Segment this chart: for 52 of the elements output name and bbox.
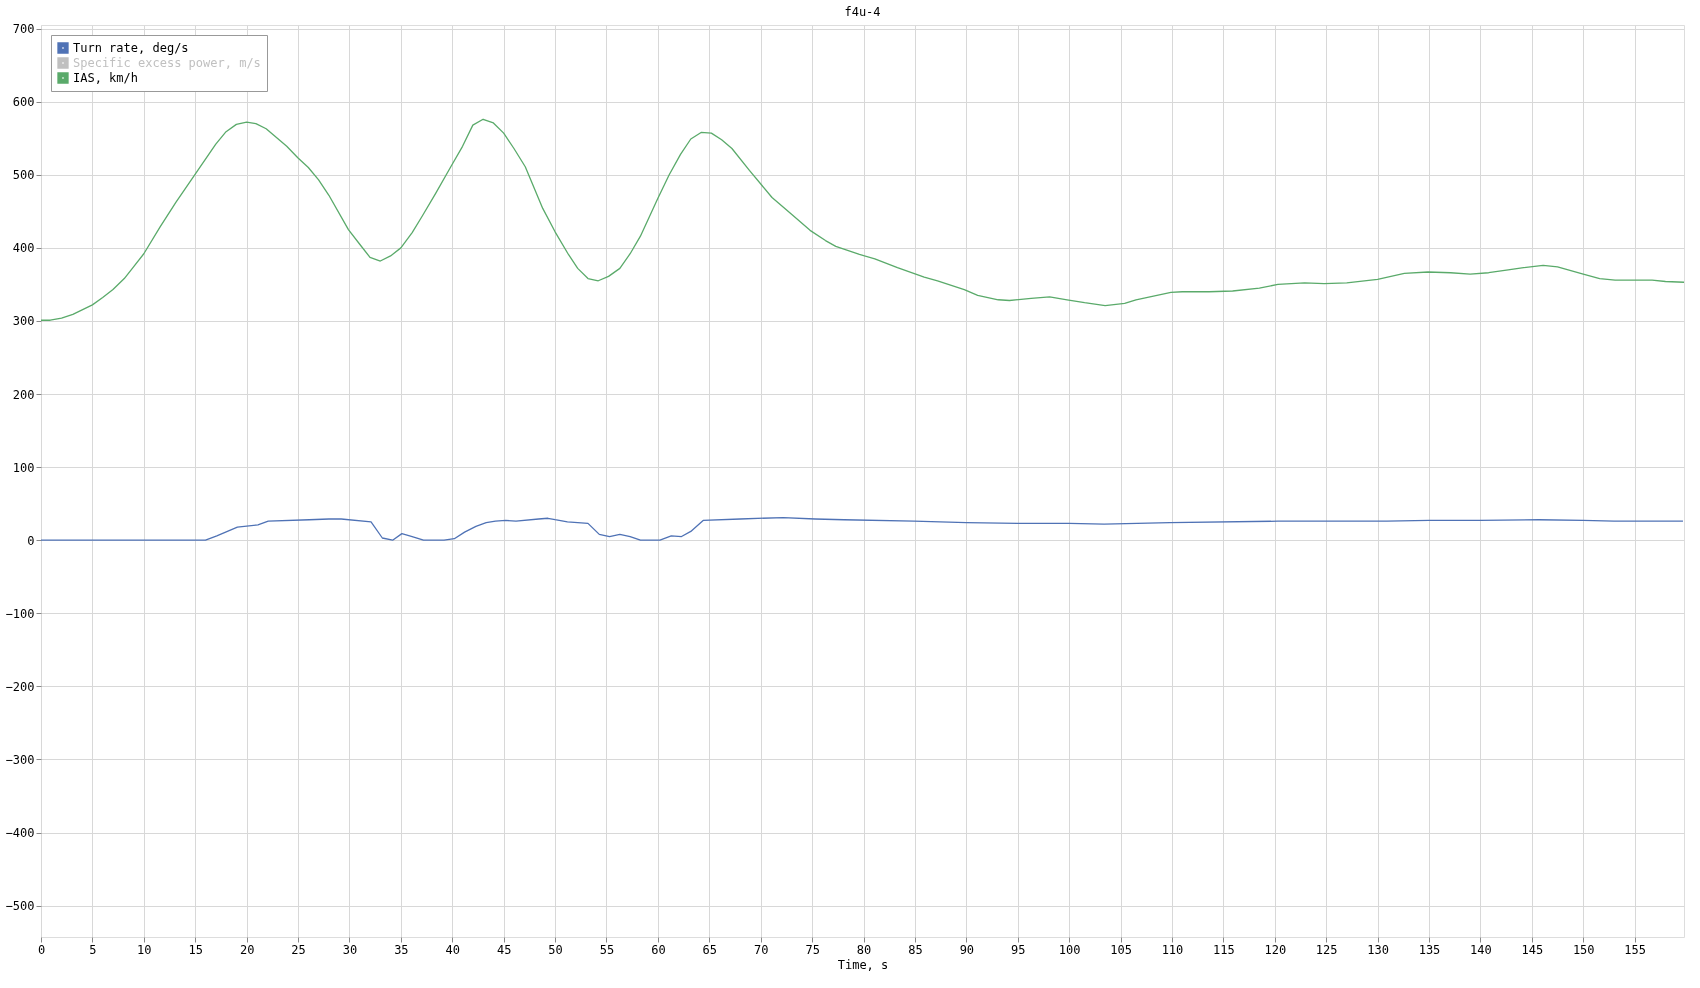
legend-label: IAS, km/h [73, 71, 139, 85]
x-tick-label: 120 [1264, 942, 1287, 957]
line-series [40, 516, 1684, 541]
x-tick-label: 25 [291, 942, 306, 957]
line-series [40, 118, 1685, 321]
x-tick-label: 135 [1418, 942, 1441, 957]
y-tick-label: 500 [12, 168, 35, 183]
x-tick-label: 40 [445, 942, 460, 957]
x-tick-label: 80 [856, 942, 872, 957]
x-tick-label: 150 [1572, 942, 1595, 957]
x-tick-label: 85 [908, 942, 923, 957]
x-axis-title: Time, s [837, 957, 889, 972]
x-tick-label: 125 [1315, 942, 1338, 957]
x-tick-label: 130 [1367, 942, 1389, 957]
x-tick-label: 30 [342, 942, 358, 957]
x-tick-label: 140 [1470, 942, 1492, 957]
x-tick-label: 10 [137, 942, 152, 957]
x-tick-label: 5 [89, 942, 97, 957]
y-tick-label: −200 [5, 679, 35, 694]
x-tick-label: 90 [959, 942, 975, 957]
y-tick-label: 100 [12, 460, 35, 475]
y-tick-label: 400 [12, 241, 35, 256]
x-tick-label: 100 [1058, 942, 1081, 957]
x-tick-label: 35 [394, 942, 409, 957]
x-tick-label: 145 [1521, 942, 1544, 957]
y-tick-label: 300 [12, 314, 35, 329]
x-tick-label: 155 [1624, 942, 1646, 957]
x-tick-label: 75 [805, 942, 820, 957]
x-tick-label: 0 [37, 942, 46, 957]
x-tick-label: 65 [702, 942, 718, 957]
legend-label: Turn rate, deg/s [73, 41, 189, 55]
y-tick-label: 600 [12, 95, 35, 110]
x-tick-label: 20 [239, 942, 255, 957]
x-tick-label: 15 [188, 942, 203, 957]
y-tick-label: 0 [27, 533, 35, 548]
x-tick-label: 45 [496, 942, 512, 957]
x-tick-label: 60 [651, 942, 666, 957]
y-tick-label: −300 [5, 752, 35, 767]
y-tick-label: 700 [12, 22, 35, 37]
x-tick-label: 110 [1161, 942, 1184, 957]
legend-label: Specific excess power, m/s [73, 56, 261, 70]
x-tick-label: 70 [753, 942, 769, 957]
x-tick-label: 50 [548, 942, 563, 957]
chart-title: f4u-4 [844, 4, 881, 19]
y-tick-label: −500 [5, 899, 35, 914]
y-tick-label: 200 [12, 387, 35, 402]
y-tick-label: −100 [5, 606, 35, 621]
x-tick-label: 115 [1213, 942, 1235, 957]
x-tick-label: 55 [599, 942, 615, 957]
y-tick-label: −400 [5, 826, 35, 840]
x-tick-label: 95 [1011, 942, 1026, 957]
x-tick-label: 105 [1110, 942, 1132, 957]
